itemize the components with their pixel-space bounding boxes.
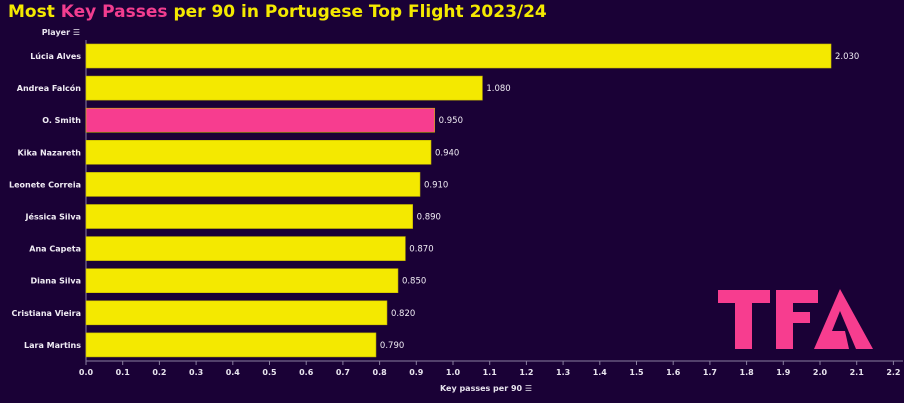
- x-tick-label: 1.4: [593, 368, 608, 377]
- title-suffix: per 90 in Portugese Top Flight 2023/24: [167, 2, 547, 22]
- x-tick-label: 0.3: [189, 368, 203, 377]
- x-tick-label: 1.9: [776, 368, 791, 377]
- x-axis-title: Key passes per 90 ☰: [440, 384, 532, 393]
- data-label: 0.850: [402, 277, 426, 287]
- category-label: Diana Silva: [30, 277, 81, 286]
- right-border: [904, 0, 907, 407]
- category-label: Lúcia Alves: [30, 52, 81, 61]
- category-label: Cristiana Vieira: [12, 309, 81, 318]
- x-tick-label: 0.7: [336, 368, 350, 377]
- data-label: 2.030: [835, 52, 859, 62]
- x-tick-label: 2.0: [813, 368, 828, 377]
- bar[interactable]: [85, 236, 406, 261]
- y-axis-label-text: Player: [41, 28, 71, 37]
- x-tick-label: 1.6: [666, 368, 681, 377]
- y-axis-label[interactable]: Player ☰: [0, 28, 80, 37]
- x-tick-label: 0.5: [262, 368, 277, 377]
- category-label: Lara Martins: [24, 341, 81, 350]
- x-tick-label: 1.8: [740, 368, 755, 377]
- data-label: 0.890: [417, 213, 441, 223]
- bar[interactable]: [85, 268, 399, 294]
- chart-title: Most Key Passes per 90 in Portugese Top …: [8, 2, 547, 22]
- x-tick-label: 2.2: [886, 368, 900, 377]
- bar[interactable]: [85, 172, 421, 197]
- bar[interactable]: [85, 75, 483, 101]
- bar[interactable]: [85, 204, 413, 229]
- x-tick-label: 2.1: [850, 368, 865, 377]
- category-label: Kika Nazareth: [18, 148, 82, 157]
- x-tick-label: 0.2: [152, 368, 166, 377]
- x-tick-label: 1.2: [519, 368, 533, 377]
- data-label: 0.950: [439, 116, 463, 126]
- bar[interactable]: [85, 332, 377, 358]
- category-label: O. Smith: [42, 116, 81, 125]
- x-tick-label: 1.0: [446, 368, 461, 377]
- logo-t-stem: [735, 290, 752, 349]
- sort-icon[interactable]: ☰: [72, 28, 80, 37]
- x-tick-label: 0.6: [299, 368, 314, 377]
- data-label: 0.790: [380, 341, 404, 351]
- x-tick-label: 0.4: [226, 368, 241, 377]
- data-label: 0.870: [409, 245, 433, 255]
- data-label: 0.910: [424, 180, 448, 190]
- title-prefix: Most: [8, 2, 61, 22]
- category-label: Jéssica Silva: [25, 212, 81, 222]
- bar[interactable]: [85, 300, 388, 326]
- category-label: Ana Capeta: [29, 245, 81, 254]
- category-label: Andrea Falcón: [17, 83, 82, 93]
- x-tick-label: 1.1: [483, 368, 498, 377]
- x-tick-label: 0.1: [116, 368, 131, 377]
- title-highlight: Key Passes: [60, 2, 168, 22]
- bar[interactable]: [85, 107, 435, 133]
- data-label: 0.940: [435, 148, 459, 158]
- x-tick-label: 0.8: [373, 368, 388, 377]
- x-tick-label: 1.7: [703, 368, 717, 377]
- bar[interactable]: [85, 140, 432, 165]
- bar[interactable]: [85, 43, 832, 69]
- logo-f-mid: [776, 312, 810, 323]
- x-tick-label: 1.3: [556, 368, 570, 377]
- data-label: 0.820: [391, 309, 415, 319]
- category-label: Leonete Correia: [9, 180, 81, 189]
- logo-a: [814, 289, 873, 349]
- x-tick-label: 1.5: [629, 368, 644, 377]
- bottom-border: [0, 403, 907, 407]
- x-tick-label: 0.0: [79, 368, 94, 377]
- x-tick-label: 0.9: [409, 368, 424, 377]
- data-label: 1.080: [486, 84, 510, 94]
